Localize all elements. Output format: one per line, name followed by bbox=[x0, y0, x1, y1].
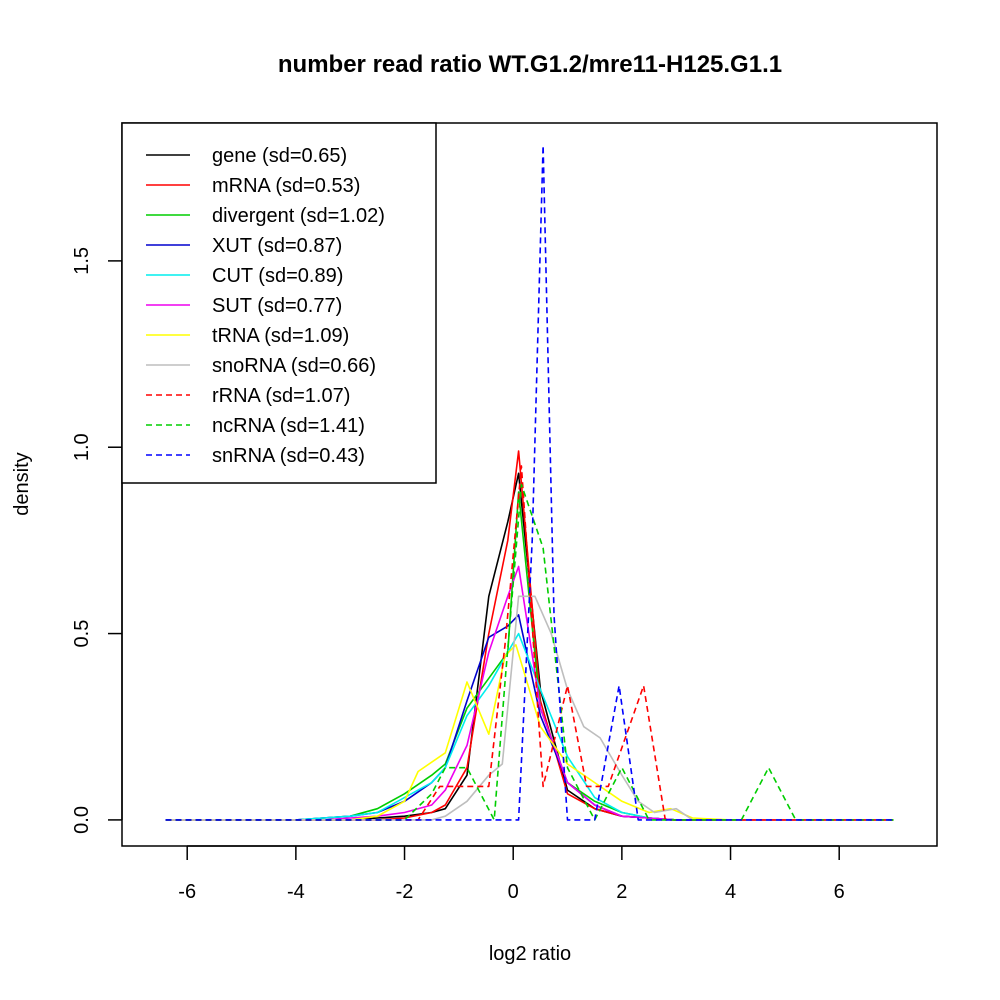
x-tick-label: 4 bbox=[725, 881, 736, 903]
x-axis: -6 -4 -2 0 2 4 6 bbox=[178, 845, 845, 903]
x-axis-label: log2 ratio bbox=[489, 943, 571, 965]
legend-label-ncRNA: ncRNA (sd=1.41) bbox=[212, 415, 365, 437]
y-tick-label: 1.0 bbox=[71, 433, 93, 461]
legend-label-gene: gene (sd=0.65) bbox=[212, 145, 347, 167]
x-tick-label: 0 bbox=[508, 881, 519, 903]
x-tick-label: 6 bbox=[834, 881, 845, 903]
x-tick-label: -4 bbox=[287, 881, 305, 903]
y-axis: 0.0 0.5 1.0 1.5 bbox=[71, 247, 123, 834]
y-tick-label: 0.0 bbox=[71, 806, 93, 834]
series-line-tRNA bbox=[165, 643, 894, 821]
series-line-snRNA bbox=[165, 144, 894, 821]
x-tick-label: -6 bbox=[178, 881, 196, 903]
legend-label-divergent: divergent (sd=1.02) bbox=[212, 205, 385, 227]
legend-label-tRNA: tRNA (sd=1.09) bbox=[212, 325, 349, 347]
legend-label-snRNA: snRNA (sd=0.43) bbox=[212, 445, 365, 467]
legend-label-CUT: CUT (sd=0.89) bbox=[212, 265, 343, 287]
legend-label-XUT: XUT (sd=0.87) bbox=[212, 235, 342, 257]
series-lines bbox=[165, 144, 894, 821]
series-line-rRNA bbox=[165, 465, 894, 821]
legend: gene (sd=0.65) mRNA (sd=0.53) divergent (s… bbox=[121, 122, 437, 484]
y-axis-label: density bbox=[11, 452, 33, 515]
y-tick-label: 0.5 bbox=[71, 620, 93, 648]
y-tick-label: 1.5 bbox=[71, 247, 93, 275]
series-line-SUT bbox=[165, 565, 894, 821]
legend-box bbox=[121, 122, 437, 484]
x-tick-label: -2 bbox=[396, 881, 414, 903]
legend-label-mRNA: mRNA (sd=0.53) bbox=[212, 175, 360, 197]
x-tick-label: 2 bbox=[616, 881, 627, 903]
legend-label-rRNA: rRNA (sd=1.07) bbox=[212, 385, 350, 407]
legend-label-snoRNA: snoRNA (sd=0.66) bbox=[212, 355, 376, 377]
chart-title: number read ratio WT.G1.2/mre11-H125.G1.… bbox=[278, 51, 782, 78]
series-line-snoRNA bbox=[165, 595, 894, 821]
legend-label-SUT: SUT (sd=0.77) bbox=[212, 295, 342, 317]
